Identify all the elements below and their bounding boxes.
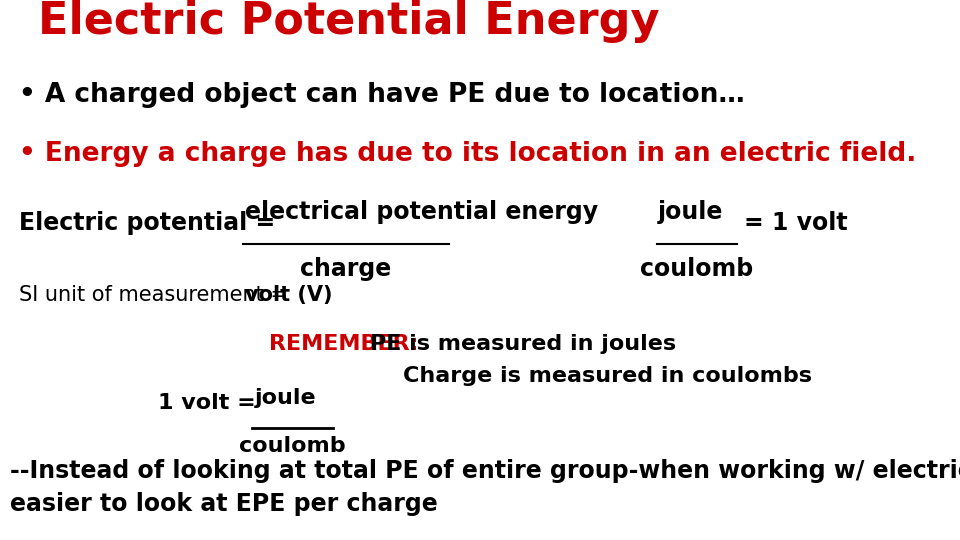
Text: --Instead of looking at total PE of entire group-when working w/ electricity-: --Instead of looking at total PE of enti… (10, 460, 960, 483)
Text: PE is measured in joules: PE is measured in joules (370, 334, 676, 354)
Text: Electric potential =: Electric potential = (19, 211, 300, 235)
Text: Charge is measured in coulombs: Charge is measured in coulombs (403, 366, 812, 386)
Text: • A charged object can have PE due to location…: • A charged object can have PE due to lo… (19, 82, 745, 108)
Text: Electric Potential Energy: Electric Potential Energy (38, 0, 660, 43)
Text: easier to look at EPE per charge: easier to look at EPE per charge (10, 492, 438, 516)
Text: coulomb: coulomb (239, 436, 347, 456)
Text: • Energy a charge has due to its location in an electric field.: • Energy a charge has due to its locatio… (19, 141, 917, 167)
Text: SI unit of measurement =: SI unit of measurement = (19, 285, 295, 305)
Text: joule: joule (658, 200, 723, 224)
Text: joule: joule (254, 388, 316, 408)
Text: 1 volt =: 1 volt = (158, 393, 279, 413)
Text: = 1 volt: = 1 volt (744, 211, 848, 235)
Text: volt (V): volt (V) (245, 285, 332, 305)
Text: coulomb: coulomb (640, 257, 754, 281)
Text: REMEMBER:: REMEMBER: (269, 334, 419, 354)
Text: charge: charge (300, 257, 392, 281)
Text: electrical potential energy: electrical potential energy (245, 200, 598, 224)
